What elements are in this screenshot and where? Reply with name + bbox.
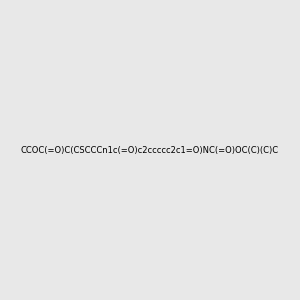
- Text: CCOC(=O)C(CSCCCn1c(=O)c2ccccc2c1=O)NC(=O)OC(C)(C)C: CCOC(=O)C(CSCCCn1c(=O)c2ccccc2c1=O)NC(=O…: [21, 146, 279, 154]
